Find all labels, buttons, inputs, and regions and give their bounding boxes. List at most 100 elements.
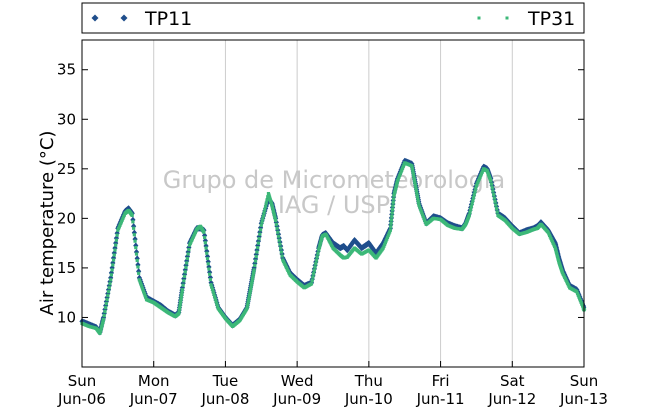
x-tick-date-5: Jun-11: [416, 390, 465, 408]
point-TP31-69-7: [494, 203, 498, 207]
point-TP31-9-3: [132, 233, 136, 237]
point-TP31-28-5: [250, 278, 254, 282]
point-TP31-21-0: [202, 230, 206, 234]
point-TP31-65-7: [472, 192, 476, 197]
point-TP31-28-9: [252, 270, 256, 274]
point-TP31-17-3: [182, 274, 187, 278]
point-TP31-38-9: [316, 251, 320, 256]
point-TP31-56-0: [413, 184, 418, 188]
point-TP31-56-5: [415, 193, 419, 198]
point-TP31-38-3: [312, 272, 316, 276]
point-TP31-5-8: [114, 238, 119, 242]
point-TP31-53-7: [400, 166, 405, 170]
point-TP31-17-7: [185, 256, 190, 261]
point-TP31-9-6: [134, 252, 139, 256]
point-TP31-51-0: [388, 228, 392, 232]
point-TP31-51-2: [389, 221, 393, 225]
point-TP31-5-1: [109, 273, 114, 277]
point-TP31-4-1: [102, 313, 106, 318]
point-TP31-33-7: [279, 246, 283, 250]
point-TP31-10-2: [139, 282, 143, 286]
point-TP31-55-4: [411, 172, 415, 176]
point-TP31-55-3: [411, 170, 415, 174]
point-TP31-51-3: [389, 218, 394, 222]
point-TP31-22-2: [210, 287, 215, 292]
point-TP31-33-4: [276, 234, 281, 238]
y-tick-label-4: 30: [57, 110, 76, 128]
point-TP31-56-8: [416, 199, 420, 204]
point-TP31-83-4: [578, 297, 582, 301]
point-TP31-22-9: [215, 304, 220, 308]
point-TP31-5-0: [109, 278, 113, 282]
point-TP31-29-4: [255, 250, 259, 254]
point-TP31-55-0: [410, 164, 414, 168]
point-TP31-22-6: [213, 297, 217, 301]
y-tick-label-0: 10: [57, 308, 76, 326]
point-TP31-57-5: [421, 213, 425, 217]
grid: [153, 40, 513, 367]
point-TP31-21-5: [205, 256, 210, 261]
point-TP31-83-0: [575, 290, 579, 294]
point-TP31-69-9: [495, 210, 499, 214]
point-TP31-4-8: [107, 286, 111, 290]
legend-box: [81, 2, 585, 34]
point-TP31-28-8: [251, 272, 255, 276]
point-TP31-27-0: [245, 306, 249, 311]
y-tick-label-1: 15: [57, 259, 76, 277]
point-TP31-51-8: [391, 200, 395, 205]
point-TP31-53-0: [395, 179, 400, 183]
point-TP11-33-3: [275, 227, 281, 234]
y-tick-label-3: 25: [57, 160, 76, 178]
point-TP31-9-8: [136, 265, 140, 269]
point-TP31-30-2: [261, 217, 265, 221]
point-TP31-21-6: [206, 262, 210, 266]
legend-marker-TP31-1: [505, 16, 509, 20]
point-TP31-29-8: [258, 232, 262, 236]
point-TP31-83-3: [577, 295, 581, 299]
point-TP31-83-1: [575, 291, 580, 296]
point-TP31-57-1: [418, 205, 422, 209]
point-TP31-53-6: [400, 168, 404, 172]
point-TP11-29-6: [255, 237, 262, 245]
series-layer: [79, 157, 587, 336]
point-TP31-29-5: [256, 245, 260, 250]
point-TP31-21-4: [205, 251, 209, 255]
point-TP31-66-1: [475, 182, 479, 186]
point-TP31-16-8: [180, 292, 184, 297]
x-axis: SunJun-06MonJun-07TueJun-08WedJun-09ThuJ…: [57, 361, 608, 408]
legend-marker-TP11-0: [91, 14, 99, 22]
point-TP31-53-3: [398, 173, 402, 177]
point-TP31-22-4: [212, 292, 216, 296]
x-tick-day-0: Sun: [68, 372, 97, 390]
point-TP31-4-2: [103, 309, 107, 314]
point-TP31-53-1: [396, 177, 400, 181]
point-TP31-16-3: [178, 304, 182, 308]
point-TP31-22-5: [213, 295, 217, 299]
point-TP31-38-4: [312, 268, 316, 272]
point-TP31-21-3: [204, 246, 208, 250]
point-TP31-28-6: [251, 276, 255, 280]
point-TP31-27-6: [247, 295, 251, 299]
point-TP31-22-3: [211, 290, 215, 294]
point-TP31-57-0: [417, 203, 421, 208]
watermark-line-1: Grupo de Micrometeorologia: [163, 166, 505, 194]
point-TP31-50-9: [388, 230, 392, 234]
point-TP31-5-5: [112, 253, 116, 257]
point-TP31-16-4: [178, 302, 182, 306]
point-TP31-5-9: [115, 233, 119, 237]
point-TP31-33-3: [276, 230, 280, 234]
point-TP31-27-9: [248, 289, 252, 294]
point-TP31-10-7: [142, 292, 146, 296]
point-TP31-16-0: [177, 311, 181, 316]
x-tick-date-1: Jun-07: [129, 390, 178, 408]
point-TP31-27-2: [246, 303, 250, 307]
point-TP31-4-7: [106, 290, 111, 294]
point-TP31-55-2: [411, 168, 415, 172]
point-TP31-51-9: [391, 197, 396, 201]
point-TP31-33-2: [275, 226, 279, 230]
x-tick-date-4: Jun-10: [344, 390, 393, 408]
point-TP31-16-1: [177, 309, 181, 313]
point-TP31-51-1: [389, 225, 393, 229]
point-TP31-17-8: [186, 252, 190, 256]
point-TP31-28-3: [250, 282, 254, 286]
